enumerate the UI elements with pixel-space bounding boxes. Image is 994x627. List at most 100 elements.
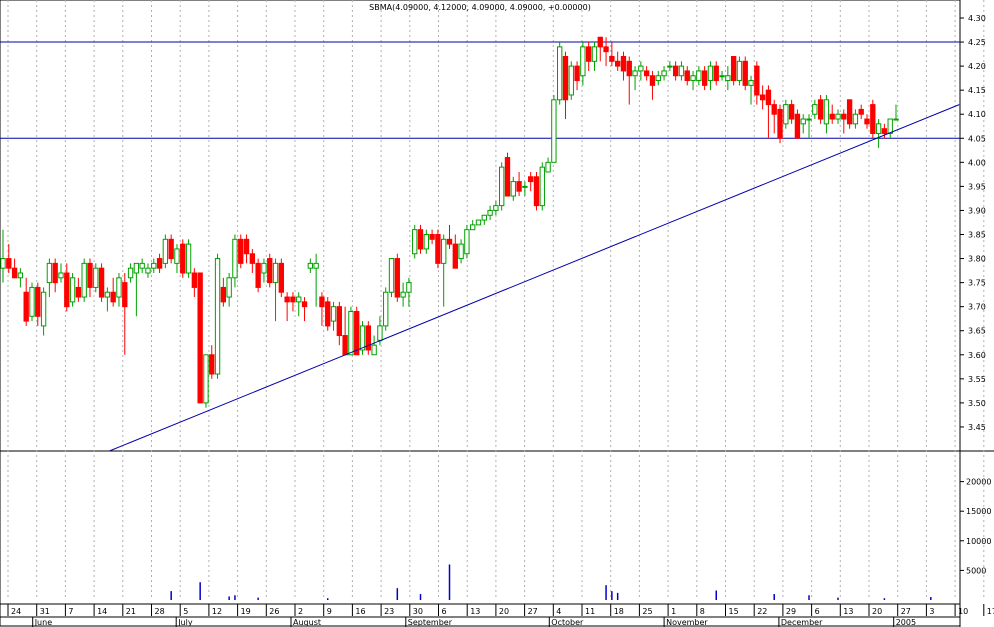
candle-body: [701, 70, 708, 86]
candle-body: [788, 104, 795, 120]
candle-body: [116, 277, 122, 298]
candle-body: [870, 104, 876, 134]
candle-body: [835, 113, 841, 120]
candle-body: [69, 277, 76, 303]
date-tick-label: 16: [355, 607, 365, 616]
volume-tick-label: 20000: [966, 478, 991, 487]
candle: [104, 287, 111, 312]
candle-body: [17, 272, 24, 279]
candle-body: [812, 104, 818, 115]
candle-body: [736, 60, 743, 82]
candle: [156, 253, 163, 273]
candle-body: [852, 113, 859, 125]
candle: [846, 99, 853, 129]
candle: [510, 176, 516, 201]
candle: [800, 114, 806, 134]
candle-body: [800, 118, 806, 125]
candle: [185, 239, 192, 278]
candle-body: [110, 291, 116, 303]
candle: [319, 292, 325, 326]
candle-body: [522, 185, 528, 188]
candle-body: [40, 291, 47, 327]
chart-title: SBMA(4.09000, 4.12000, 4.09000, 4.09000,…: [369, 3, 591, 12]
date-tick-label: 31: [40, 607, 50, 616]
candle-body: [151, 262, 157, 269]
candle-body: [412, 229, 418, 255]
candle-body: [417, 229, 424, 250]
candle-body: [690, 75, 696, 82]
date-tick-label: 26: [269, 607, 279, 616]
candle-body: [313, 262, 319, 269]
candle-body: [678, 65, 685, 77]
candle: [545, 157, 551, 173]
candle-body: [557, 46, 563, 101]
candle: [197, 272, 203, 404]
candle-body: [6, 258, 12, 269]
candle-body: [707, 65, 714, 82]
candle-body: [585, 46, 592, 62]
candle: [180, 239, 186, 278]
candle: [307, 258, 314, 273]
candle: [162, 234, 169, 269]
price-tick-label: 3.50: [968, 399, 986, 408]
candle: [412, 224, 418, 259]
candle-body: [713, 65, 719, 82]
price-tick-label: 4.30: [968, 14, 986, 23]
candle-body: [684, 70, 690, 82]
candle: [220, 277, 227, 307]
candle: [591, 42, 598, 71]
candle: [296, 292, 302, 317]
candle-body: [359, 325, 366, 351]
candle-body: [441, 238, 447, 264]
candle: [817, 94, 824, 124]
candle: [481, 214, 487, 225]
date-tick-label: 1: [671, 607, 676, 616]
candle-body: [232, 238, 238, 279]
date-tick-label: 28: [155, 607, 165, 616]
candle: [609, 42, 615, 67]
date-tick-label: 10: [958, 607, 968, 616]
candle: [267, 253, 273, 288]
date-tick-label: 3: [929, 607, 934, 616]
candle-body: [75, 286, 82, 298]
candle-body: [296, 296, 302, 303]
candle: [661, 66, 667, 81]
candle-body: [806, 118, 812, 121]
candle: [348, 306, 354, 356]
candle-body: [829, 113, 835, 120]
candle: [406, 277, 412, 307]
candle: [580, 42, 586, 86]
candle: [6, 244, 12, 273]
candle-body: [794, 113, 801, 139]
candle-body: [388, 258, 395, 293]
volume-tick-label: 5000: [966, 566, 986, 575]
candle-body: [487, 209, 493, 216]
candle-body: [649, 75, 656, 86]
candle: [748, 75, 754, 105]
candle-body: [759, 94, 766, 101]
candle-body: [667, 65, 673, 68]
candle: [794, 109, 801, 139]
candle-body: [197, 272, 203, 404]
candle-body: [777, 108, 783, 139]
candle: [835, 109, 841, 124]
candle-body: [655, 75, 661, 82]
candle: [597, 36, 603, 62]
candle: [278, 258, 285, 298]
volume-bars: [170, 564, 932, 600]
date-tick-label: 7: [68, 607, 73, 616]
candle-body: [452, 243, 458, 269]
date-tick-label: 25: [642, 607, 652, 616]
candle-body: [545, 161, 551, 173]
candle: [325, 297, 331, 331]
candle: [667, 61, 673, 71]
candle: [110, 277, 116, 307]
candle: [209, 345, 215, 379]
candle-body: [52, 262, 58, 284]
candle: [823, 94, 830, 134]
candle-body: [551, 99, 557, 163]
candle-body: [249, 253, 256, 264]
candle: [870, 99, 876, 139]
candle: [122, 272, 128, 355]
